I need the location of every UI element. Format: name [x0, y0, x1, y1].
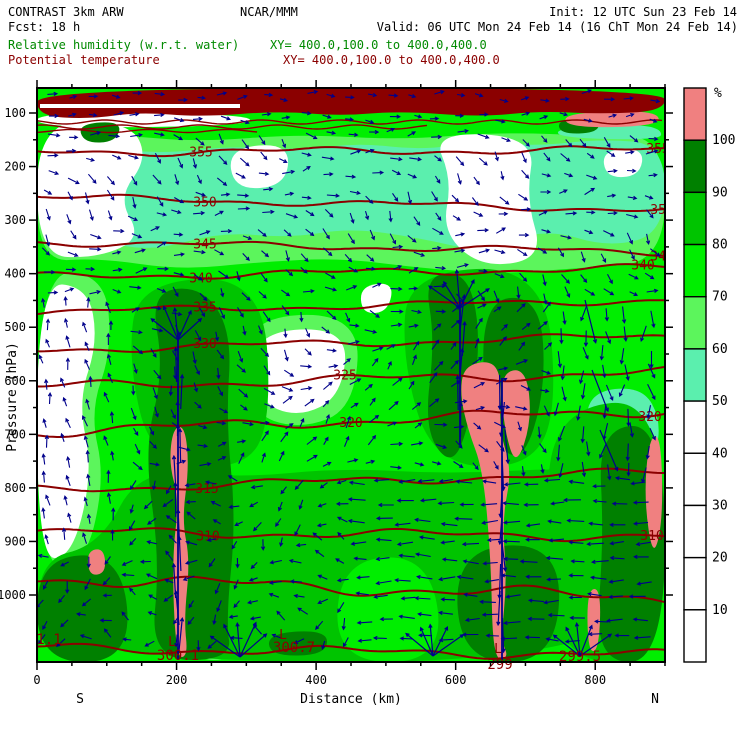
svg-text:335: 335: [193, 301, 216, 316]
svg-text:310: 310: [196, 529, 219, 544]
svg-text:1000: 1000: [0, 588, 26, 602]
svg-text:800: 800: [4, 481, 26, 495]
svg-text:10: 10: [712, 603, 728, 618]
svg-text:80: 80: [712, 238, 728, 253]
svg-text:1.1: 1.1: [36, 632, 61, 648]
model-title: CONTRAST 3km ARW: [8, 5, 124, 19]
svg-text:300.1: 300.1: [157, 648, 199, 664]
svg-text:345: 345: [650, 249, 673, 264]
svg-text:300.7: 300.7: [273, 640, 315, 656]
axes: 0 200 400 600 800 100 200 300 400 500 600 700 800 900…: [0, 80, 673, 687]
svg-text:600: 600: [445, 673, 467, 687]
svg-text:400: 400: [305, 673, 327, 687]
x-axis-title: Distance (km): [300, 692, 402, 707]
shaded-field-name: Relative humidity (w.r.t. water): [8, 38, 239, 52]
svg-text:70: 70: [712, 290, 728, 305]
svg-text:340: 340: [631, 258, 654, 273]
forecast-hour: Fcst: 18 h: [8, 20, 80, 34]
svg-text:30: 30: [712, 498, 728, 513]
north-end-label: N: [651, 692, 659, 707]
svg-text:355: 355: [189, 146, 212, 161]
svg-text:100: 100: [4, 106, 26, 120]
svg-text:500: 500: [4, 320, 26, 334]
init-time: Init: 12 UTC Sun 23 Feb 14: [549, 5, 737, 19]
svg-text:700: 700: [4, 427, 26, 441]
contour-field-name: Potential temperature: [8, 53, 160, 67]
svg-text:60: 60: [712, 342, 728, 357]
svg-text:320: 320: [638, 410, 661, 425]
svg-text:330: 330: [193, 337, 216, 352]
svg-text:100: 100: [712, 133, 735, 148]
shaded-field-xy: XY= 400.0,100.0 to 400.0,400.0: [270, 38, 487, 52]
svg-text:L: L: [494, 642, 502, 657]
svg-text:355: 355: [646, 142, 669, 157]
svg-text:50: 50: [712, 394, 728, 409]
svg-text:320: 320: [339, 416, 362, 431]
svg-text:0: 0: [33, 673, 40, 687]
y-axis-title: Pressure (hPa): [5, 342, 20, 452]
svg-text:315: 315: [195, 482, 218, 497]
svg-text:90: 90: [712, 185, 728, 200]
svg-text:310: 310: [640, 529, 663, 544]
svg-text:40: 40: [712, 446, 728, 461]
center-name: NCAR/MMM: [240, 5, 298, 19]
svg-text:200: 200: [4, 160, 26, 174]
colorbar: 100 90 80 70 60 50 40 30 20 10: [683, 87, 735, 663]
svg-text:400: 400: [4, 267, 26, 281]
svg-text:325: 325: [333, 369, 356, 384]
svg-text:900: 900: [4, 534, 26, 548]
wind-vector-field: [37, 89, 661, 660]
svg-text:800: 800: [584, 673, 606, 687]
svg-text:350: 350: [650, 203, 673, 218]
svg-text:L: L: [168, 635, 176, 650]
svg-text:345: 345: [193, 238, 216, 253]
svg-text:200: 200: [166, 673, 188, 687]
svg-text:350: 350: [193, 195, 216, 210]
valid-time: Valid: 06 UTC Mon 24 Feb 14 (16 ChT Mon …: [377, 20, 738, 34]
colorbar-unit: %: [714, 86, 722, 101]
svg-text:L: L: [279, 628, 287, 643]
svg-text:20: 20: [712, 551, 728, 566]
svg-text:600: 600: [4, 374, 26, 388]
contour-field-xy: XY= 400.0,100.0 to 400.0,400.0: [283, 53, 500, 67]
svg-text:300: 300: [4, 213, 26, 227]
south-end-label: S: [76, 692, 84, 707]
